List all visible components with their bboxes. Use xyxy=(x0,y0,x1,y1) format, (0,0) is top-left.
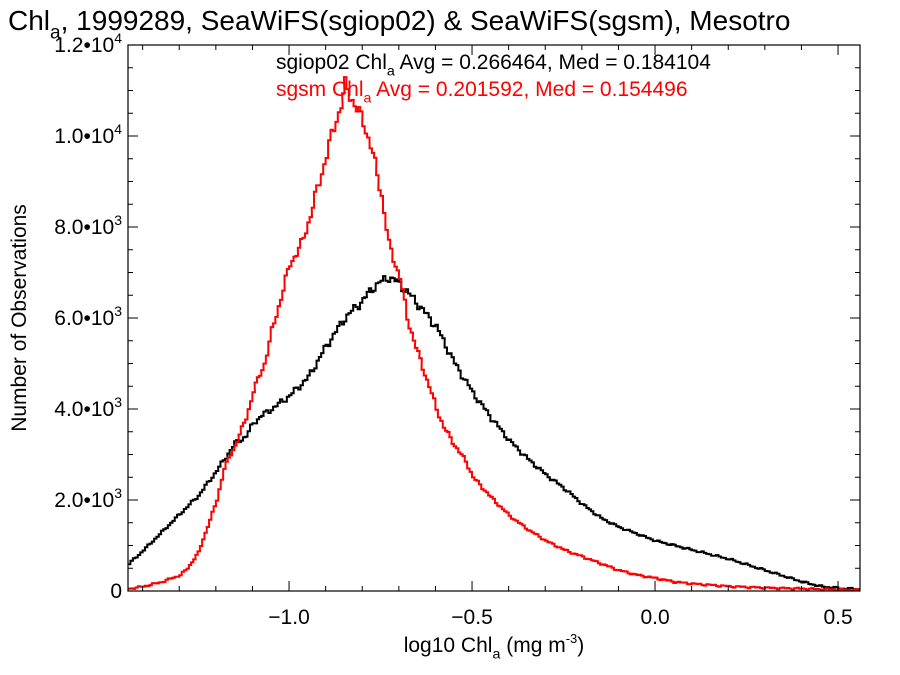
x-tick-label: −1.0 xyxy=(268,606,309,629)
y-tick-label: 8.0•103 xyxy=(54,212,122,239)
title-part-2: , 1999289, SeaWiFS(sgiop02) & SeaWiFS(sg… xyxy=(61,5,791,36)
axes: −1.0 −0.5 0.0 0.5 0 2.0•103 4.0•103 6.0•103 8.0•… xyxy=(54,30,860,629)
xlabel-part-0: log10 Chl xyxy=(404,634,493,657)
y-tick-label: 1.0•104 xyxy=(54,121,122,148)
chart_data.annotations.1.parts-part-2: Avg = 0.201592, Med = 0.154496 xyxy=(371,78,687,101)
annotation-0: sgiop02 Chla Avg = 0.266464, Med = 0.184… xyxy=(276,51,711,79)
y-tick-label: 1.2•104 xyxy=(54,30,122,57)
chart-title: Chla, 1999289, SeaWiFS(sgiop02) & SeaWiF… xyxy=(8,5,790,43)
y-axis-label: Number of Observations xyxy=(8,204,31,432)
x-axis-label: log10 Chla (mg m-3) xyxy=(404,631,585,662)
xlabel-part-3: -3 xyxy=(566,631,578,646)
chart_data.annotations.0.parts-part-1: a xyxy=(387,63,395,79)
plot-frame xyxy=(127,44,861,592)
y-tick-label: 4.0•103 xyxy=(54,394,122,421)
y-tick-label: 0 xyxy=(110,580,122,603)
title-part-1: a xyxy=(50,22,61,43)
plot-area xyxy=(128,76,860,591)
x-tick-label: −0.5 xyxy=(451,606,492,629)
chart_data.annotations.0.parts-part-0: sgiop02 Chl xyxy=(276,51,387,74)
chart_data.annotations.1.parts-part-1: a xyxy=(364,90,372,106)
xlabel-part-4: ) xyxy=(577,634,584,657)
xlabel-part-2: (mg m xyxy=(500,634,565,657)
series-line-1 xyxy=(128,76,860,591)
chart_data.annotations.1.parts-part-0: sgsm Chl xyxy=(276,78,364,101)
chart_data.annotations.0.parts-part-2: Avg = 0.266464, Med = 0.184104 xyxy=(395,51,711,74)
y-tick-label: 2.0•103 xyxy=(54,485,122,512)
annotation-1: sgsm Chla Avg = 0.201592, Med = 0.154496 xyxy=(276,78,688,106)
x-tick-label: 0.0 xyxy=(640,606,669,629)
title-part-0: Chl xyxy=(8,5,50,36)
y-tick-label: 6.0•103 xyxy=(54,303,122,330)
series-line-0 xyxy=(128,275,860,591)
x-tick-label: 0.5 xyxy=(823,606,852,629)
xlabel-part-1: a xyxy=(492,646,500,662)
annotations: sgiop02 Chla Avg = 0.266464, Med = 0.184… xyxy=(276,51,711,106)
